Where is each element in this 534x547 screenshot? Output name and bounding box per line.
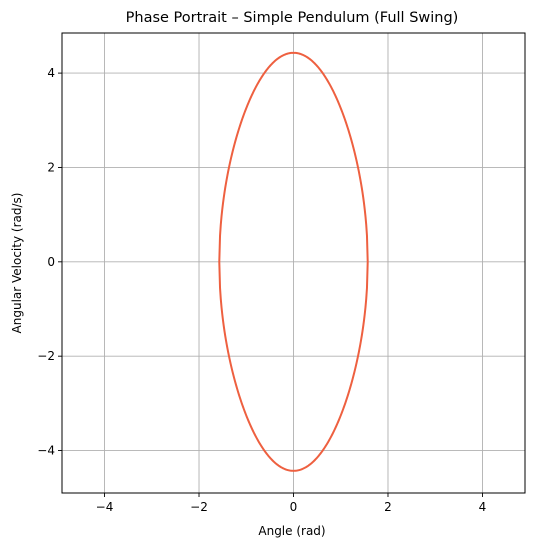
y-tick-label: −2 — [37, 349, 55, 363]
x-tick-label: 4 — [479, 500, 487, 514]
y-tick-label: 0 — [47, 255, 55, 269]
y-tick-label: 2 — [47, 160, 55, 174]
x-tick-label: −2 — [190, 500, 208, 514]
chart-title: Phase Portrait – Simple Pendulum (Full S… — [126, 10, 459, 26]
x-tick-label: 2 — [384, 500, 392, 514]
x-axis-label: Angle (rad) — [258, 524, 325, 538]
y-tick-label: −4 — [37, 444, 55, 458]
y-tick-label: 4 — [47, 66, 55, 80]
curve-layer — [218, 51, 369, 472]
grid-layer — [62, 33, 525, 493]
y-axis-label: Angular Velocity (rad/s) — [10, 193, 24, 334]
phase-curve-series — [218, 51, 369, 472]
x-tick-label: 0 — [290, 500, 298, 514]
x-tick-label: −4 — [96, 500, 114, 514]
tick-layer: −4 −2 0 2 4 −4 −2 0 2 4 — [37, 66, 486, 514]
